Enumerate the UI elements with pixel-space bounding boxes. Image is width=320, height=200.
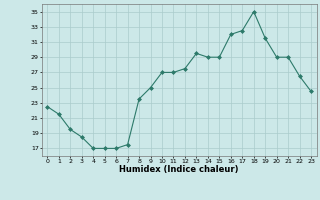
X-axis label: Humidex (Indice chaleur): Humidex (Indice chaleur) <box>119 165 239 174</box>
